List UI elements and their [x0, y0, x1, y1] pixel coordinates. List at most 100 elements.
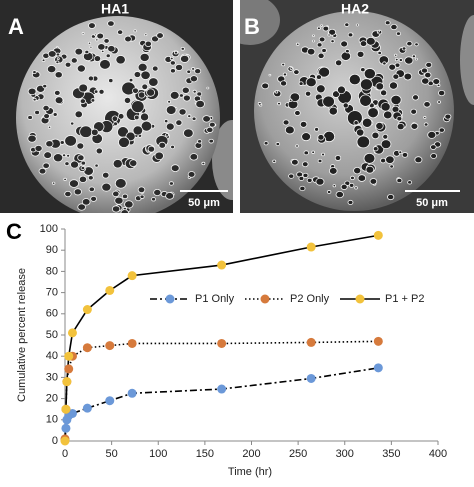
pore: [438, 127, 445, 133]
pore: [32, 70, 37, 74]
pore: [77, 154, 85, 162]
pore: [165, 133, 169, 137]
data-point: [373, 336, 383, 346]
pore: [102, 171, 110, 179]
pore: [192, 89, 197, 94]
pore: [121, 193, 129, 200]
sem-image-a: [0, 0, 233, 213]
pore: [375, 82, 385, 91]
pore: [305, 77, 317, 88]
pore: [315, 74, 322, 80]
data-point: [127, 338, 137, 348]
data-point: [62, 377, 72, 387]
pore: [54, 89, 61, 96]
pore: [289, 67, 293, 71]
pore: [189, 75, 198, 83]
pore: [303, 150, 309, 156]
pore: [299, 185, 306, 192]
pore: [396, 122, 405, 131]
pore: [151, 65, 159, 72]
pore: [133, 114, 140, 121]
pore: [423, 116, 427, 119]
pore: [55, 60, 60, 65]
pore: [76, 64, 86, 73]
pore: [388, 63, 397, 71]
panel-title: HA1: [101, 1, 129, 17]
pore: [359, 78, 373, 91]
pore: [318, 66, 331, 78]
pore: [89, 45, 93, 49]
pore: [390, 23, 398, 31]
pore: [123, 96, 132, 104]
x-axis-label: Time (hr): [228, 466, 272, 478]
pore: [316, 84, 326, 94]
data-point: [82, 305, 92, 315]
pore: [311, 150, 315, 154]
data-point: [105, 396, 115, 406]
pore: [202, 115, 211, 123]
data-point: [60, 436, 70, 446]
pore: [117, 29, 124, 35]
pore: [382, 61, 387, 66]
pore: [94, 33, 97, 37]
pore: [321, 152, 325, 157]
pore: [354, 186, 358, 190]
pore: [359, 40, 368, 47]
pore: [147, 145, 156, 153]
pore: [156, 32, 164, 39]
data-point: [127, 271, 137, 281]
pore: [410, 122, 419, 130]
pore: [317, 158, 323, 164]
pore: [81, 198, 91, 206]
pore: [78, 175, 88, 183]
pore: [299, 120, 308, 128]
pore: [298, 175, 305, 181]
pore: [363, 152, 376, 164]
pore: [361, 117, 373, 128]
pore: [306, 177, 313, 183]
y-axis-label: Cumulative percent release: [16, 268, 28, 402]
pore: [51, 181, 56, 185]
pore: [43, 151, 53, 159]
pore: [186, 69, 192, 74]
y-tick-label: 60: [46, 308, 58, 320]
pore: [59, 140, 65, 145]
pore: [367, 107, 379, 119]
pore: [62, 153, 67, 158]
panel-title: HA2: [341, 1, 369, 17]
pore: [284, 125, 295, 135]
pore: [365, 37, 376, 46]
pore: [318, 36, 326, 43]
x-tick-label: 150: [196, 448, 214, 460]
pore: [326, 190, 332, 194]
pore: [396, 115, 403, 122]
x-tick-label: 350: [382, 448, 400, 460]
pore: [93, 89, 99, 94]
pore: [105, 53, 111, 59]
pore: [112, 159, 123, 169]
pore: [322, 95, 335, 108]
y-tick-label: 90: [46, 244, 58, 256]
pore: [377, 50, 382, 55]
pore: [353, 166, 362, 175]
pore: [112, 190, 120, 198]
pore: [117, 113, 125, 120]
pore: [380, 139, 392, 150]
pore: [107, 45, 116, 53]
pore: [350, 175, 355, 181]
pore: [87, 175, 94, 181]
scale-label: 50 μm: [188, 197, 220, 209]
pore: [114, 178, 127, 189]
pore: [206, 126, 214, 133]
pore: [280, 80, 288, 87]
pore: [43, 113, 50, 120]
pore: [124, 200, 134, 209]
pore: [114, 196, 124, 205]
pore: [141, 83, 149, 90]
pore: [301, 161, 309, 168]
pore: [347, 199, 354, 205]
pore: [45, 140, 54, 148]
pore: [187, 114, 192, 119]
pore: [380, 89, 388, 97]
